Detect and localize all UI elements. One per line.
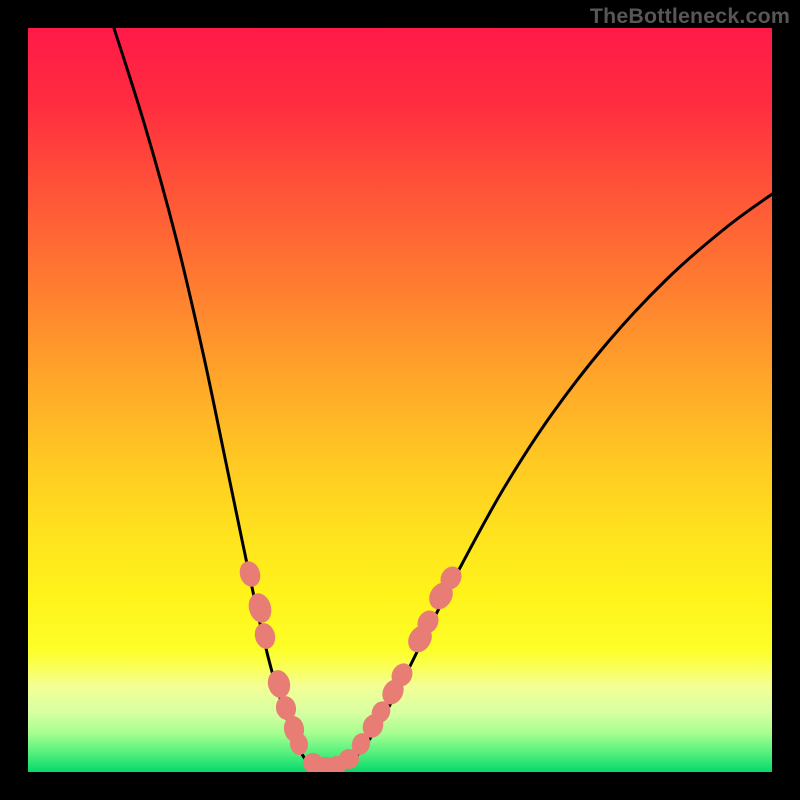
left-curve: [112, 28, 321, 772]
curves-layer: [28, 28, 772, 772]
marker-left-3: [265, 668, 293, 700]
marker-left-1: [245, 591, 274, 626]
plot-area: [28, 28, 772, 772]
chart-frame: TheBottleneck.com: [0, 0, 800, 800]
marker-left-0: [236, 559, 263, 590]
watermark-text: TheBottleneck.com: [590, 4, 790, 29]
marker-left-2: [252, 621, 278, 651]
